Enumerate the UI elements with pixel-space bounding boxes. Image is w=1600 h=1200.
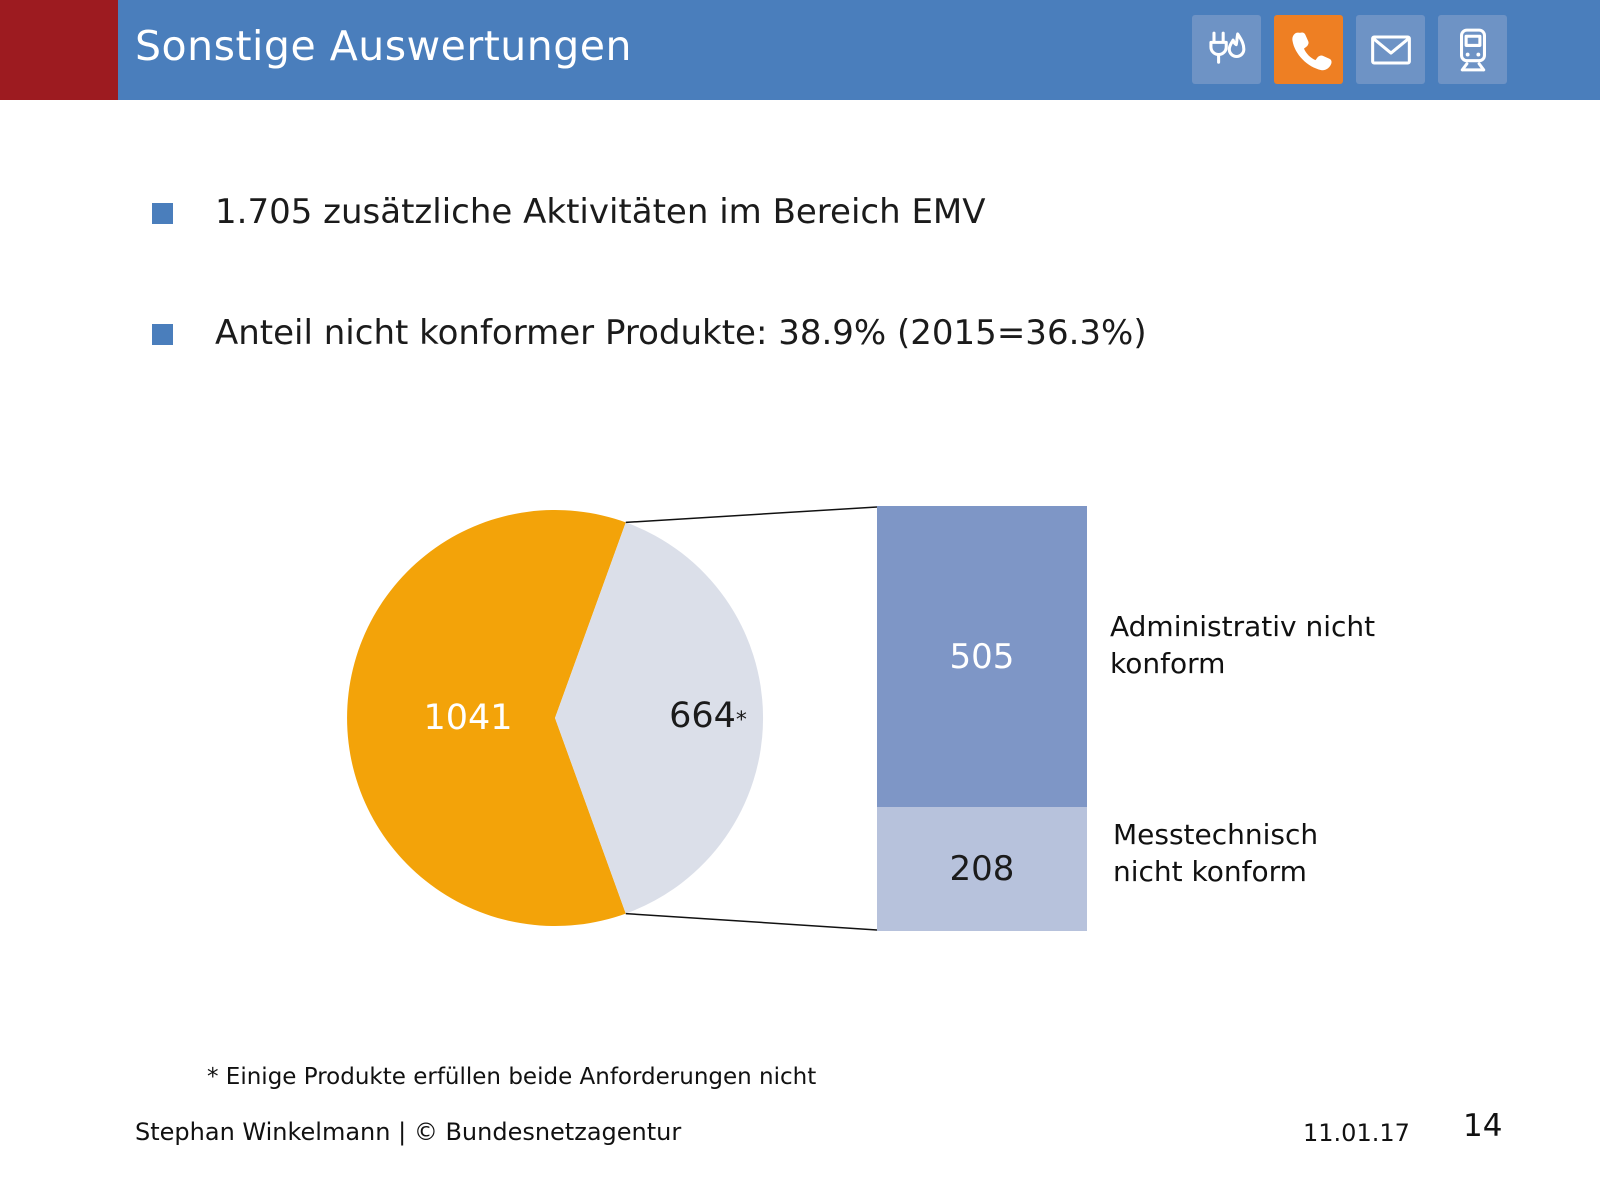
- bullet-marker: [152, 324, 173, 345]
- mail-tile[interactable]: [1356, 15, 1425, 84]
- pie-chart: [347, 510, 764, 926]
- corner-accent: [0, 0, 118, 100]
- slide-title: Sonstige Auswertungen: [135, 22, 632, 70]
- bar-legend-administrative: Administrativ nicht konform: [1110, 610, 1376, 680]
- pie-slice-rest: [555, 522, 764, 914]
- sector-icon-bar: [1192, 15, 1507, 84]
- footer-author: Stephan Winkelmann | © Bundesnetzagentur: [135, 1118, 682, 1146]
- header-bar: Sonstige Auswertungen: [0, 0, 1600, 100]
- power-gas-tile[interactable]: [1192, 15, 1261, 84]
- bullet-item: 1.705 zusätzliche Aktivitäten im Bereich…: [152, 192, 1452, 232]
- footer-date: 11.01.17: [1303, 1119, 1410, 1147]
- bar-legend-metrological: Messtechnisch nicht konform: [1113, 818, 1319, 888]
- phone-tile[interactable]: [1274, 15, 1343, 84]
- bullet-text: 1.705 zusätzliche Aktivitäten im Bereich…: [215, 192, 986, 232]
- bullet-text: Anteil nicht konformer Produkte: 38.9% (…: [215, 313, 1147, 353]
- pie-label-main: 1041: [423, 698, 513, 738]
- phone-icon: [1291, 31, 1332, 70]
- train-icon: [1459, 28, 1486, 71]
- bullet-marker: [152, 203, 173, 224]
- bar-segment: 505: [877, 506, 1087, 808]
- stacked-bar: 505 208: [877, 506, 1087, 931]
- pie-slice-main: [347, 510, 626, 926]
- train-tile[interactable]: [1438, 15, 1507, 84]
- bullet-item: Anteil nicht konformer Produkte: 38.9% (…: [152, 313, 1452, 353]
- power-gas-icon: [1208, 31, 1245, 64]
- footnote-marker: *: [735, 708, 747, 733]
- pie-bar-chart: 1041 664* 505 208: [345, 506, 1087, 931]
- pie-label-rest: 664*: [669, 696, 747, 736]
- mail-icon: [1370, 34, 1411, 65]
- page-number: 14: [1463, 1108, 1503, 1144]
- bar-segment: 208: [877, 807, 1087, 931]
- footnote: * Einige Produkte erfüllen beide Anforde…: [207, 1064, 817, 1090]
